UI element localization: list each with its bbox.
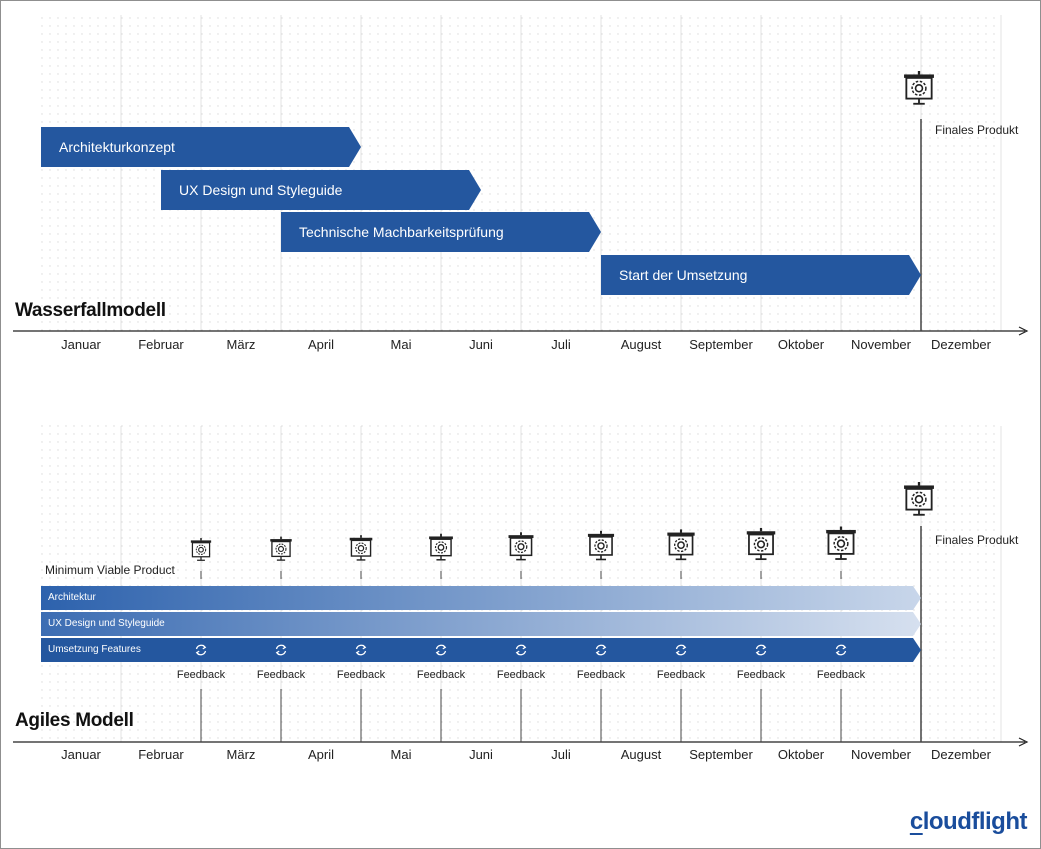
feedback-label: Feedback <box>736 669 786 681</box>
agile-track-label: Architektur <box>48 592 96 603</box>
refresh-icon <box>275 644 287 656</box>
feedback-label: Feedback <box>416 669 466 681</box>
final-product-board-icon <box>904 482 934 516</box>
waterfall-month-label: Februar <box>138 337 184 352</box>
feedback-label: Feedback <box>816 669 866 681</box>
feedback-label: Feedback <box>656 669 706 681</box>
agile-month-label: Dezember <box>931 747 991 762</box>
agile-month-label: November <box>851 747 911 762</box>
refresh-icon <box>515 644 527 656</box>
waterfall-month-label: März <box>226 337 256 352</box>
waterfall-phase-arrow <box>281 212 601 252</box>
agile-final-product-label: Finales Produkt <box>935 533 1019 547</box>
feedback-label: Feedback <box>336 669 386 681</box>
mvp-board-icon <box>349 535 373 561</box>
refresh-icon <box>195 644 207 656</box>
mvp-board-icon <box>190 538 212 561</box>
cloudflight-logo: cloudflight <box>909 808 1028 836</box>
waterfall-axis-arrowhead <box>1018 326 1029 336</box>
waterfall-month-label: Juni <box>469 337 493 352</box>
waterfall-month-label: Oktober <box>777 337 825 352</box>
agile-month-label: Juni <box>469 747 493 762</box>
waterfall-phase-arrow <box>601 255 921 295</box>
waterfall-month-label: August <box>620 337 662 352</box>
waterfall-month-label: Dezember <box>931 337 991 352</box>
waterfall-month-label: Mai <box>390 337 412 352</box>
feedback-label: Feedback <box>176 669 226 681</box>
refresh-icon <box>755 644 767 656</box>
feedback-label: Feedback <box>256 669 306 681</box>
agile-month-label: August <box>620 747 662 762</box>
feedback-label: Feedback <box>576 669 626 681</box>
agile-track-arrow <box>41 638 921 662</box>
mvp-board-icon <box>746 527 776 561</box>
waterfall-phase-label: Architekturkonzept <box>59 139 175 155</box>
waterfall-month-label: Juli <box>551 337 571 352</box>
waterfall-month-label: Januar <box>61 337 101 352</box>
agile-track-label: Umsetzung Features <box>48 644 141 655</box>
agile-month-label: September <box>689 747 753 762</box>
mvp-board-icon <box>826 526 856 560</box>
refresh-icon <box>355 644 367 656</box>
logo-rest: loudflight <box>922 808 1028 835</box>
agile-month-label: Juli <box>551 747 571 762</box>
waterfall-phase-label: UX Design und Styleguide <box>179 182 343 198</box>
agile-title: Agiles Modell <box>15 710 134 731</box>
mvp-board-icon <box>667 529 695 561</box>
waterfall-month-label: April <box>307 337 334 352</box>
waterfall-phase-arrow <box>161 170 481 210</box>
refresh-icon <box>675 644 687 656</box>
agile-month-label: Februar <box>138 747 184 762</box>
agile-track-arrow <box>41 612 921 636</box>
waterfall-phase-arrow <box>41 127 361 167</box>
mvp-board-icon <box>429 533 453 561</box>
mvp-board-icon <box>587 530 615 561</box>
mvp-board-icon <box>508 532 534 561</box>
agile-month-label: Oktober <box>777 747 825 762</box>
final-product-board-icon <box>904 71 934 105</box>
agile-month-label: Mai <box>390 747 412 762</box>
agile-month-label: März <box>226 747 256 762</box>
logo-first-letter: c <box>909 808 923 835</box>
agile-track-label: UX Design und Styleguide <box>48 618 165 629</box>
waterfall-phase-label: Start der Umsetzung <box>619 267 748 283</box>
agile-track-arrow <box>41 586 921 610</box>
waterfall-phase-label: Technische Machbarkeitsprüfung <box>299 224 504 240</box>
refresh-icon <box>595 644 607 656</box>
mvp-board-icon <box>270 536 292 561</box>
agile-month-label: Januar <box>61 747 101 762</box>
waterfall-final-product-label: Finales Produkt <box>935 123 1019 137</box>
agile-axis-arrowhead <box>1018 737 1029 747</box>
waterfall-month-label: September <box>689 337 753 352</box>
refresh-icon <box>435 644 447 656</box>
refresh-icon <box>835 644 847 656</box>
agile-month-label: April <box>307 747 334 762</box>
feedback-label: Feedback <box>496 669 546 681</box>
waterfall-month-label: November <box>851 337 911 352</box>
waterfall-title: Wasserfallmodell <box>15 300 166 321</box>
mvp-label: Minimum Viable Product <box>45 563 175 577</box>
